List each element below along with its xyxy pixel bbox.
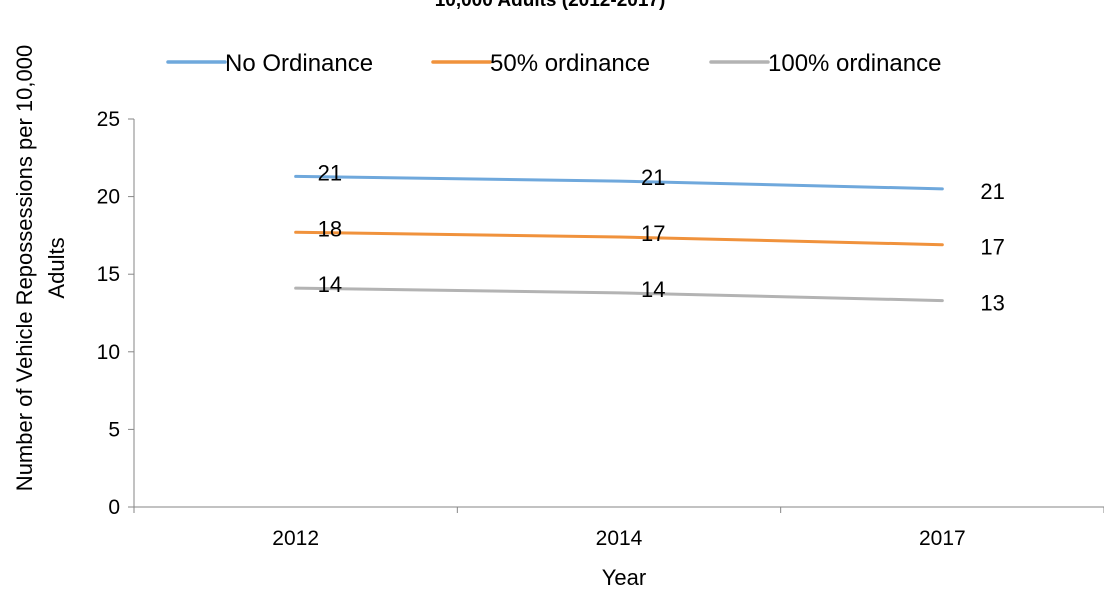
- data-label: 18: [318, 216, 342, 241]
- legend-item-2: 50% ordinance: [431, 50, 650, 77]
- legend-label: 100% ordinance: [768, 50, 941, 77]
- series-line: [294, 230, 944, 247]
- x-tick-label: 2014: [596, 527, 643, 550]
- y-tick-label: 20: [97, 186, 120, 209]
- series-1: 21 21 21: [294, 160, 1005, 204]
- data-label: 14: [318, 272, 342, 297]
- series-line: [294, 174, 944, 191]
- data-label: 14: [641, 277, 665, 302]
- x-tick-label: 2012: [272, 527, 319, 550]
- data-label: 13: [980, 291, 1004, 316]
- data-label: 17: [980, 235, 1004, 260]
- x-tick-label: 2017: [919, 527, 966, 550]
- series-line: [294, 286, 944, 303]
- y-tick-label: 0: [108, 496, 120, 519]
- chart-title: 10,000 Adults (2012-2017): [435, 0, 666, 11]
- y-axis-title-line-1: Number of Vehicle Repossessions per 10,0…: [12, 45, 37, 491]
- legend-item-3: 100% ordinance: [709, 50, 941, 77]
- x-axis-title: Year: [602, 565, 646, 590]
- series-layer: 21 21 21 18 17 17 14 14 13: [294, 160, 1005, 316]
- legend: No Ordinance 50% ordinance 100% ordinance: [166, 50, 941, 77]
- legend-label: No Ordinance: [225, 50, 373, 77]
- data-label: 21: [641, 165, 665, 190]
- legend-label: 50% ordinance: [490, 50, 650, 77]
- data-label: 21: [980, 179, 1004, 204]
- y-axis-title: Number of Vehicle Repossessions per 10,0…: [12, 45, 69, 491]
- series-2: 18 17 17: [294, 216, 1005, 260]
- series-3: 14 14 13: [294, 272, 1005, 316]
- y-tick-label: 15: [97, 263, 120, 286]
- y-tick-label: 10: [97, 341, 120, 364]
- y-tick-label: 5: [108, 418, 120, 441]
- data-label: 17: [641, 221, 665, 246]
- data-label: 21: [318, 160, 342, 185]
- legend-item-1: No Ordinance: [166, 50, 373, 77]
- y-tick-label: 25: [97, 108, 120, 131]
- axes: 0 5 10 15 20 25 2012 2014 2017: [97, 108, 1104, 550]
- y-axis-title-line-2: Adults: [44, 237, 69, 298]
